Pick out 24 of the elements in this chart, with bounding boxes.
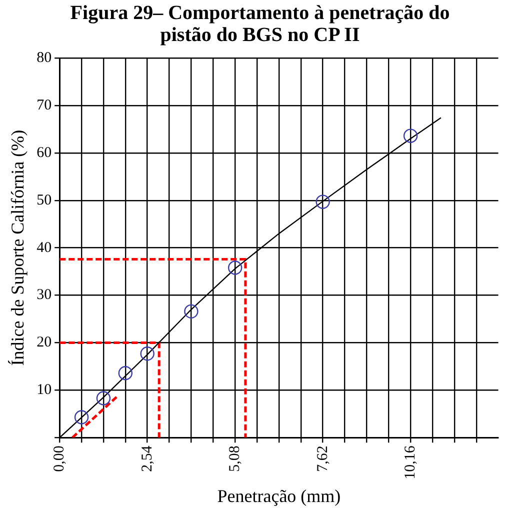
y-tick-label: 50 <box>36 192 52 208</box>
point <box>316 194 330 209</box>
y-tick-label: 10 <box>36 382 52 398</box>
point <box>96 391 111 406</box>
chart-title: Figura 29– Comportamento à penetração do pistão do BGS no CP II <box>70 2 450 46</box>
point <box>228 260 242 275</box>
x-tick-label: 7,62 <box>314 446 331 472</box>
point <box>118 366 133 380</box>
y-tick-label: 60 <box>36 144 52 161</box>
y-tick-label: 20 <box>36 334 52 351</box>
y-tick-label: 80 <box>36 50 52 66</box>
x-tick-label: 5,08 <box>227 446 244 472</box>
x-tick-label: 2,54 <box>139 445 156 472</box>
point <box>74 410 89 424</box>
point <box>140 346 154 361</box>
x-axis-title: Penetração (mm) <box>217 486 341 506</box>
point <box>184 304 198 319</box>
y-axis-title: Índice de Suporte Califórnia (%) <box>8 130 28 366</box>
y-tick-label: 70 <box>36 97 52 114</box>
y-tick-label: 40 <box>36 240 52 256</box>
x-tick-label: 0,00 <box>52 446 68 472</box>
point <box>403 128 418 143</box>
y-tick-label: 30 <box>36 287 52 304</box>
x-tick-label: 10,16 <box>402 445 418 480</box>
